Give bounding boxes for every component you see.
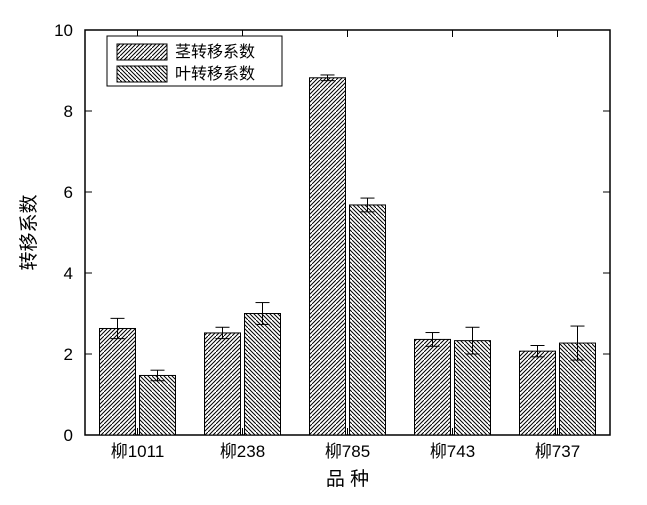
bar xyxy=(350,205,386,435)
legend-label: 叶转移系数 xyxy=(175,65,255,83)
legend-swatch xyxy=(117,66,167,82)
bar xyxy=(415,339,451,435)
x-tick-label: 柳737 xyxy=(535,442,580,461)
y-tick-label: 2 xyxy=(64,345,73,364)
bar xyxy=(100,328,136,435)
bar xyxy=(520,351,556,435)
bar xyxy=(310,78,346,435)
bar xyxy=(140,375,176,435)
x-axis-label: 品 种 xyxy=(326,468,369,490)
y-tick-label: 4 xyxy=(64,264,73,283)
legend-label: 茎转移系数 xyxy=(175,43,255,61)
transfer-coefficient-bar-chart: 0 2 4 6 8 10 柳1011 柳238 柳785 柳743 柳737 茎转移系数叶转移系数… xyxy=(0,0,647,505)
bar xyxy=(245,314,281,436)
x-tick-label: 柳238 xyxy=(220,442,265,461)
legend-swatch xyxy=(117,44,167,60)
bar xyxy=(455,341,491,435)
y-tick-label: 8 xyxy=(64,102,73,121)
error-bars xyxy=(111,75,585,381)
x-tick-label: 柳785 xyxy=(325,442,370,461)
legend: 茎转移系数叶转移系数 xyxy=(107,36,282,86)
y-tick-label: 0 xyxy=(64,426,73,445)
bars-group xyxy=(100,78,596,435)
y-tick-label: 6 xyxy=(64,183,73,202)
bar xyxy=(205,333,241,435)
x-tick-label: 柳1011 xyxy=(111,442,165,461)
chart-svg: 0 2 4 6 8 10 柳1011 柳238 柳785 柳743 柳737 茎转移系数叶转移系数… xyxy=(0,0,647,505)
y-axis-label: 转移系数 xyxy=(18,194,40,270)
y-tick-label: 10 xyxy=(54,21,73,40)
x-tick-label: 柳743 xyxy=(430,442,475,461)
